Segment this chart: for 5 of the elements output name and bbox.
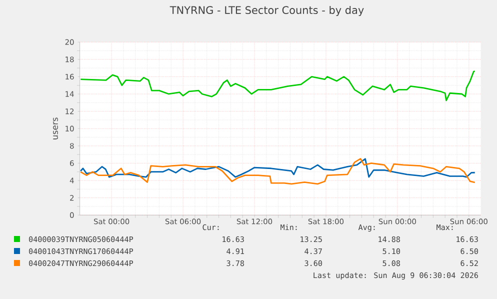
line-series xyxy=(80,70,476,102)
chart-title: TNYRNG - LTE Sector Counts - by day xyxy=(170,6,364,16)
y-axis-title: users xyxy=(53,118,58,140)
line-series xyxy=(80,158,476,178)
line-series xyxy=(80,158,476,185)
